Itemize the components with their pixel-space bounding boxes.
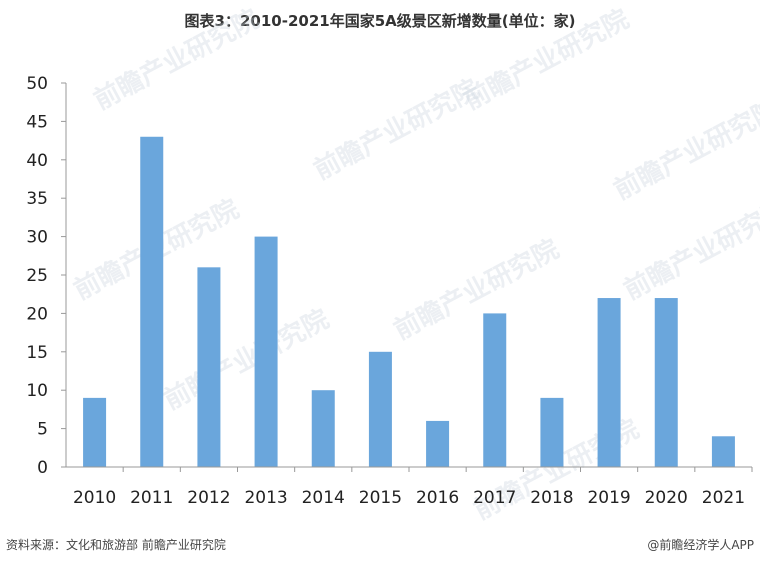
x-tick-label: 2018 — [530, 488, 573, 508]
watermark-text: 前瞻产业研究院 — [389, 233, 564, 346]
y-tick-label: 30 — [26, 228, 48, 248]
x-tick-label: 2019 — [587, 488, 630, 508]
y-tick-label: 50 — [26, 74, 48, 94]
bar-2016 — [426, 420, 450, 467]
bar-2017 — [483, 313, 507, 467]
bar-2013 — [254, 236, 278, 467]
y-tick-label: 45 — [26, 112, 48, 132]
x-tick-label: 2013 — [244, 488, 287, 508]
y-tick-label: 40 — [26, 151, 48, 171]
x-tick-label: 2014 — [302, 488, 345, 508]
x-tick-label: 2012 — [187, 488, 230, 508]
brand-credit: @前瞻经济学人APP — [647, 538, 754, 552]
x-tick-label: 2021 — [702, 488, 745, 508]
watermark-text: 前瞻产业研究院 — [89, 3, 264, 116]
x-tick-label: 2020 — [645, 488, 688, 508]
y-tick-label: 20 — [26, 304, 48, 324]
x-tick-label: 2011 — [130, 488, 173, 508]
y-tick-label: 10 — [26, 381, 48, 401]
x-tick-label: 2017 — [473, 488, 516, 508]
y-tick-label: 35 — [26, 189, 48, 209]
chart-title: 图表3：2010-2021年国家5A级景区新增数量(单位：家) — [184, 12, 576, 30]
x-tick-label: 2016 — [416, 488, 459, 508]
watermark-text: 前瞻产业研究院 — [309, 73, 484, 186]
bar-2020 — [654, 298, 678, 467]
bar-2015 — [368, 351, 392, 467]
bar-2012 — [197, 267, 221, 467]
y-tick-label: 0 — [37, 458, 48, 478]
watermark-text: 前瞻产业研究院 — [159, 303, 334, 416]
bar-2018 — [540, 397, 564, 467]
watermark-text: 前瞻产业研究院 — [459, 3, 634, 116]
x-tick-label: 2015 — [359, 488, 402, 508]
bar-2014 — [311, 390, 335, 467]
bar-2011 — [140, 136, 164, 467]
bar-2010 — [83, 397, 107, 467]
y-tick-label: 25 — [26, 266, 48, 286]
watermark-text: 前瞻产业研究院 — [619, 193, 760, 306]
bar-2021 — [711, 436, 735, 467]
bar-2019 — [597, 298, 621, 467]
x-axis: 2010 2011 2012 2013 2014 2015 2016 2017 2018 2019… — [66, 466, 753, 508]
y-tick-label: 15 — [26, 343, 48, 363]
source-note: 资料来源：文化和旅游部 前瞻产业研究院 — [6, 538, 226, 552]
y-axis: 0 5 10 15 20 25 30 35 40 45 50 — [26, 74, 67, 478]
y-tick-label: 5 — [37, 420, 48, 440]
bars — [83, 136, 735, 467]
x-tick-label: 2010 — [73, 488, 116, 508]
watermark-text: 前瞻产业研究院 — [609, 93, 760, 206]
